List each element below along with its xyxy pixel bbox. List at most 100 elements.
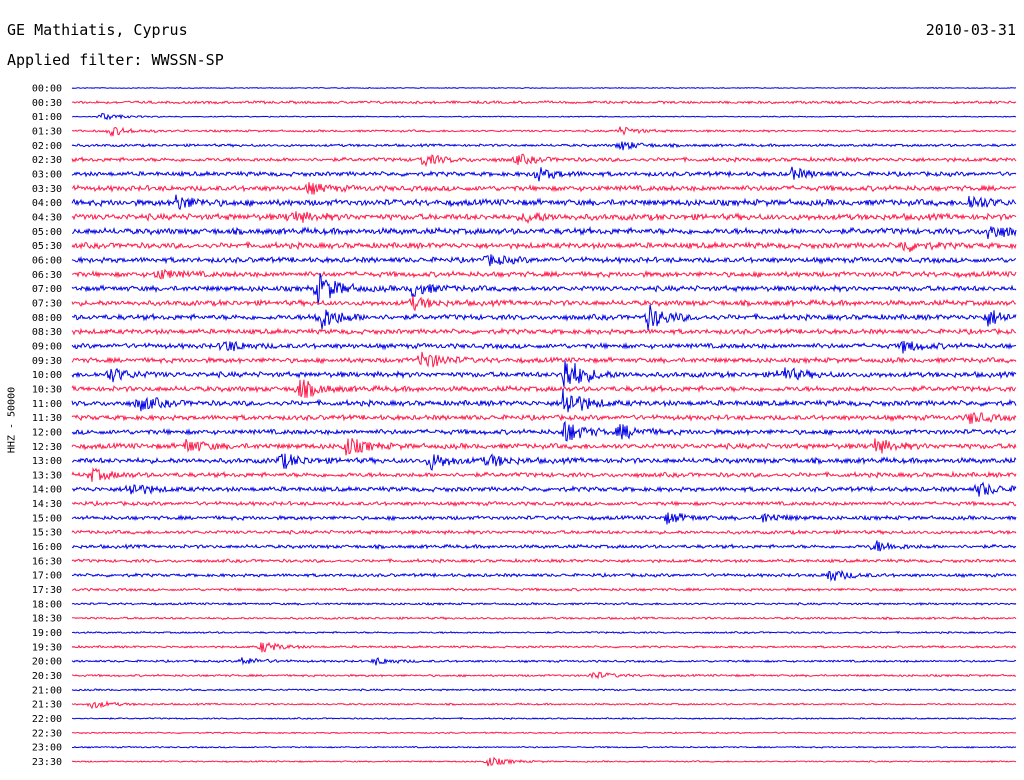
time-label: 03:30 (32, 184, 62, 195)
time-label: 09:30 (32, 356, 62, 367)
time-label-group: 00:00 00:30 01:00 01:30 02:00 02:30 03:00 03:30… (32, 84, 62, 769)
seismic-trace (71, 304, 1017, 331)
time-label: 01:30 (32, 126, 62, 137)
time-label: 19:30 (32, 642, 62, 653)
station-title: GE Mathiatis, Cyprus (7, 21, 188, 39)
time-label: 22:30 (32, 728, 62, 739)
time-label: 07:00 (32, 284, 62, 295)
seismic-trace (71, 671, 1017, 680)
time-label: 17:00 (32, 571, 62, 582)
time-label: 12:30 (32, 442, 62, 453)
seismic-trace (71, 586, 1017, 592)
time-label: 14:30 (32, 499, 62, 510)
time-label: 02:00 (32, 141, 62, 152)
time-label: 15:30 (32, 528, 62, 539)
seismic-trace (71, 379, 1017, 398)
filter-label: Applied filter: WWSSN-SP (7, 51, 224, 69)
time-label: 13:00 (32, 456, 62, 467)
time-label: 20:00 (32, 657, 62, 668)
seismic-trace (71, 499, 1017, 508)
time-label: 04:30 (32, 212, 62, 223)
seismic-trace (71, 327, 1017, 336)
time-label: 09:00 (32, 341, 62, 352)
time-label: 14:00 (32, 485, 62, 496)
seismic-trace (71, 569, 1017, 582)
seismic-trace (71, 438, 1017, 456)
time-label: 07:30 (32, 298, 62, 309)
time-label: 10:00 (32, 370, 62, 381)
time-label: 18:00 (32, 599, 62, 610)
time-label: 15:00 (32, 513, 62, 524)
seismic-trace (71, 389, 1017, 413)
seismic-trace (71, 411, 1017, 425)
time-label: 02:30 (32, 155, 62, 166)
seismic-trace (71, 630, 1017, 635)
time-label: 00:00 (32, 84, 62, 95)
seismic-trace (71, 557, 1017, 564)
time-label: 23:00 (32, 743, 62, 754)
seismic-trace (71, 688, 1017, 692)
seismic-trace (71, 126, 1017, 138)
seismic-trace (71, 340, 1017, 354)
date-label: 2010-03-31 (925, 21, 1016, 39)
seismic-trace (71, 272, 1017, 305)
time-label: 21:30 (32, 700, 62, 711)
time-label: 16:00 (32, 542, 62, 553)
time-label: 19:00 (32, 628, 62, 639)
time-label: 06:30 (32, 270, 62, 281)
time-label: 05:30 (32, 241, 62, 252)
seismic-trace (71, 481, 1017, 497)
seismic-trace (71, 601, 1017, 606)
time-label: 01:00 (32, 112, 62, 123)
seismic-trace (71, 166, 1017, 182)
seismic-trace (71, 616, 1017, 621)
seismic-trace (71, 453, 1017, 471)
seismic-trace (71, 211, 1017, 225)
seismic-trace (71, 731, 1017, 735)
seismic-trace (71, 99, 1017, 105)
seismic-trace (71, 254, 1017, 267)
time-label: 08:30 (32, 327, 62, 338)
time-label: 12:00 (32, 427, 62, 438)
seismic-trace (71, 295, 1017, 312)
seismic-trace (71, 467, 1017, 482)
time-label: 16:30 (32, 556, 62, 567)
time-label: 11:00 (32, 399, 62, 410)
time-label: 08:00 (32, 313, 62, 324)
seismic-trace (71, 657, 1017, 666)
seismic-trace (71, 512, 1017, 525)
seismic-trace (71, 141, 1017, 151)
time-label: 03:00 (32, 169, 62, 180)
seismic-trace (71, 700, 1017, 710)
time-label: 18:30 (32, 614, 62, 625)
seismic-trace (71, 420, 1017, 442)
time-label: 23:30 (32, 757, 62, 768)
time-label: 10:30 (32, 384, 62, 395)
time-label: 17:30 (32, 585, 62, 596)
time-label: 00:30 (32, 98, 62, 109)
trace-group (71, 86, 1017, 767)
seismic-trace (71, 86, 1017, 90)
time-label: 06:00 (32, 255, 62, 266)
time-label: 13:30 (32, 470, 62, 481)
seismic-trace (71, 360, 1017, 387)
time-label: 20:30 (32, 671, 62, 682)
seismic-trace (71, 351, 1017, 368)
seismic-trace (71, 182, 1017, 195)
seismic-trace (71, 641, 1017, 653)
time-label: 11:30 (32, 413, 62, 424)
time-label: 21:00 (32, 685, 62, 696)
seismic-trace (71, 153, 1017, 168)
time-label: 04:00 (32, 198, 62, 209)
time-label: 22:00 (32, 714, 62, 725)
seismic-trace (71, 112, 1017, 121)
seismic-trace (71, 528, 1017, 536)
seismic-trace (71, 194, 1017, 211)
seismic-trace (71, 717, 1017, 720)
seismic-trace (71, 745, 1017, 749)
seismic-trace (71, 268, 1017, 280)
seismic-trace (71, 540, 1017, 552)
time-label: 05:00 (32, 227, 62, 238)
seismic-trace (72, 225, 1017, 240)
